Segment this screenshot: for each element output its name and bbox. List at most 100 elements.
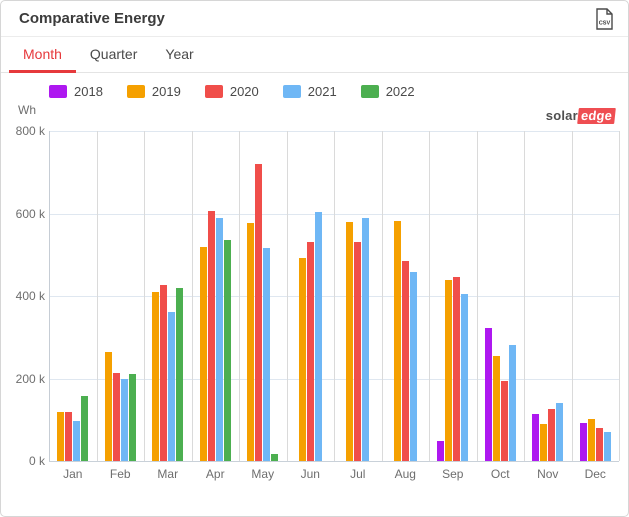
bar-2022-mar[interactable] (176, 288, 184, 461)
bar-2020-jul[interactable] (354, 241, 362, 461)
legend-item-2022[interactable]: 2022 (360, 84, 415, 99)
legend-item-2021[interactable]: 2021 (282, 84, 337, 99)
x-axis-tick-label: Mar (157, 467, 179, 481)
bar-2020-jan[interactable] (65, 412, 73, 461)
bar-2018-sep[interactable] (437, 441, 445, 461)
bar-2019-sep[interactable] (445, 279, 453, 461)
plot-area: 800 k 600 k 400 k 200 k 0 k Jan Feb Mar Apr May Ju… (16, 124, 620, 481)
legend-label-2019: 2019 (151, 84, 181, 99)
bar-group-jun (287, 131, 335, 461)
bar-2021-jul[interactable] (362, 217, 370, 461)
bar-2021-jan[interactable] (73, 420, 81, 461)
bar-2020-aug[interactable] (401, 260, 409, 461)
bar-group-jul (334, 131, 382, 461)
bar-group-oct (477, 131, 525, 461)
x-axis-tick-label: Jul (350, 467, 366, 481)
chart-region: 2018 2019 2020 2021 2022 Wh solar edge 800 k 6… (1, 73, 628, 516)
bar-2021-feb[interactable] (120, 379, 128, 461)
bar-2021-apr[interactable] (215, 217, 223, 461)
bar-2021-aug[interactable] (409, 271, 417, 461)
bar-2021-dec[interactable] (603, 431, 611, 461)
bar-group-feb (97, 131, 145, 461)
widget-header: Comparative Energy CSV (1, 1, 628, 37)
x-axis-tick-label: May (251, 467, 275, 481)
x-axis-tick-label: Oct (490, 467, 510, 481)
bar-2022-apr[interactable] (223, 239, 231, 461)
bar-2019-may[interactable] (247, 222, 255, 461)
bar-2019-aug[interactable] (393, 220, 401, 461)
bar-2020-jun[interactable] (306, 241, 314, 461)
bar-2018-dec[interactable] (579, 422, 587, 461)
legend-item-2020[interactable]: 2020 (204, 84, 259, 99)
legend-label-2021: 2021 (307, 84, 337, 99)
y-axis-tick-label: 400 k (15, 289, 45, 303)
bar-2021-sep[interactable] (461, 294, 469, 461)
legend-item-2018[interactable]: 2018 (49, 84, 103, 99)
v-gridline (334, 131, 335, 461)
bar-2022-feb[interactable] (128, 373, 136, 461)
y-axis-tick-label: 0 k (28, 454, 45, 468)
bar-2021-nov[interactable] (556, 402, 564, 461)
bar-2018-nov[interactable] (532, 413, 540, 461)
bar-2020-nov[interactable] (548, 409, 556, 461)
bar-2021-jun[interactable] (314, 211, 322, 461)
bar-2020-sep[interactable] (453, 276, 461, 461)
legend-label-2020: 2020 (229, 84, 259, 99)
bar-2020-may[interactable] (255, 164, 263, 461)
bar-2021-mar[interactable] (168, 311, 176, 461)
y-axis-unit-label: Wh (18, 103, 36, 117)
bar-2019-dec[interactable] (587, 419, 595, 461)
bar-2019-mar[interactable] (152, 291, 160, 461)
bar-2019-apr[interactable] (199, 247, 207, 461)
bar-2022-jan[interactable] (81, 396, 89, 461)
v-gridline (286, 131, 288, 461)
bar-2020-apr[interactable] (207, 210, 215, 461)
csv-export-button[interactable]: CSV (593, 7, 615, 31)
x-axis-tick-label: Apr (205, 467, 225, 481)
v-gridline (144, 131, 145, 461)
legend-label-2022: 2022 (385, 84, 415, 99)
v-gridline (429, 131, 430, 461)
bar-2019-nov[interactable] (540, 424, 548, 461)
bar-group-may (239, 131, 287, 461)
bar-2021-may[interactable] (263, 248, 271, 461)
tab-quarter[interactable]: Quarter (89, 45, 138, 62)
chart-legend: 2018 2019 2020 2021 2022 (49, 84, 415, 99)
bar-group-sep (429, 131, 477, 461)
v-gridline (239, 131, 240, 461)
logo-text-edge: edge (577, 108, 616, 124)
bar-2020-dec[interactable] (595, 427, 603, 461)
v-gridline (524, 131, 525, 461)
bar-group-apr (192, 131, 240, 461)
v-gridline (49, 131, 50, 461)
tab-year[interactable]: Year (165, 45, 194, 62)
bar-group-aug (382, 131, 430, 461)
v-gridline (96, 131, 98, 461)
legend-swatch-2019 (126, 85, 145, 98)
legend-swatch-2020 (204, 85, 223, 98)
bar-2020-feb[interactable] (112, 372, 120, 461)
x-axis-tick-label: Jan (63, 467, 83, 481)
bar-2020-oct[interactable] (500, 380, 508, 461)
bar-2019-jan[interactable] (57, 411, 65, 461)
bar-group-nov (524, 131, 572, 461)
v-gridline (476, 131, 478, 461)
bar-2019-jun[interactable] (298, 257, 306, 461)
bar-2018-oct[interactable] (484, 327, 492, 461)
x-axis-tick-label: Feb (109, 467, 131, 481)
bar-2019-jul[interactable] (346, 222, 354, 461)
bar-2022-may[interactable] (271, 453, 279, 461)
bar-2019-feb[interactable] (104, 351, 112, 461)
x-axis-tick-label: Aug (394, 467, 416, 481)
bar-group-jan (49, 131, 97, 461)
legend-item-2019[interactable]: 2019 (126, 84, 181, 99)
v-gridline (571, 131, 573, 461)
bar-2020-mar[interactable] (160, 284, 168, 461)
tab-month[interactable]: Month (9, 37, 76, 73)
y-axis-tick-label: 800 k (15, 124, 45, 138)
bar-2019-oct[interactable] (492, 355, 500, 461)
v-gridline (619, 131, 620, 461)
widget-title: Comparative Energy (19, 10, 165, 27)
legend-label-2018: 2018 (74, 84, 103, 99)
bar-2021-oct[interactable] (508, 345, 516, 461)
